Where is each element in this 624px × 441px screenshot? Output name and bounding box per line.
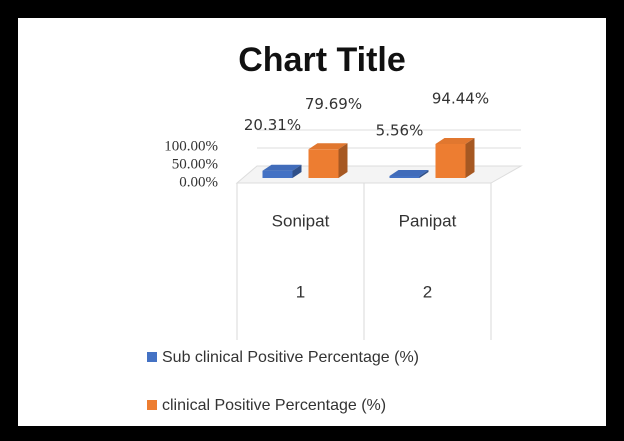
data-label: 20.31% xyxy=(244,116,301,134)
bar-face xyxy=(435,144,466,178)
x-group-label: 1 xyxy=(296,282,305,301)
legend-label: clinical Positive Percentage (%) xyxy=(162,397,386,414)
bar xyxy=(308,143,348,178)
bar-face xyxy=(465,138,475,178)
x-group-label: 2 xyxy=(423,282,432,301)
bar-face xyxy=(435,138,475,145)
chart-area xyxy=(18,18,606,426)
legend-swatch xyxy=(147,352,157,362)
bar xyxy=(262,164,302,178)
bar-face xyxy=(308,143,348,150)
y-tick-label: 0.00% xyxy=(179,174,218,190)
x-tick-label: Panipat xyxy=(399,211,457,230)
bar xyxy=(435,138,475,178)
data-label: 79.69% xyxy=(305,95,362,113)
bar-face xyxy=(262,170,293,178)
bar-face xyxy=(338,143,348,178)
bar-face xyxy=(419,169,429,178)
data-label: 94.44% xyxy=(432,90,489,108)
bar xyxy=(389,169,429,178)
y-tick-label: 50.00% xyxy=(172,156,218,172)
y-tick-label: 100.00% xyxy=(164,138,218,154)
legend-swatch xyxy=(147,400,157,410)
data-label: 5.56% xyxy=(376,121,424,139)
legend-label: Sub clinical Positive Percentage (%) xyxy=(162,349,419,366)
bar-face xyxy=(389,175,420,178)
x-tick-label: Sonipat xyxy=(272,211,330,230)
bar-face xyxy=(389,169,429,176)
chart-title: Chart Title xyxy=(238,41,406,79)
bar-face xyxy=(262,164,302,171)
bar-face xyxy=(308,149,339,178)
bar-face xyxy=(292,164,302,178)
